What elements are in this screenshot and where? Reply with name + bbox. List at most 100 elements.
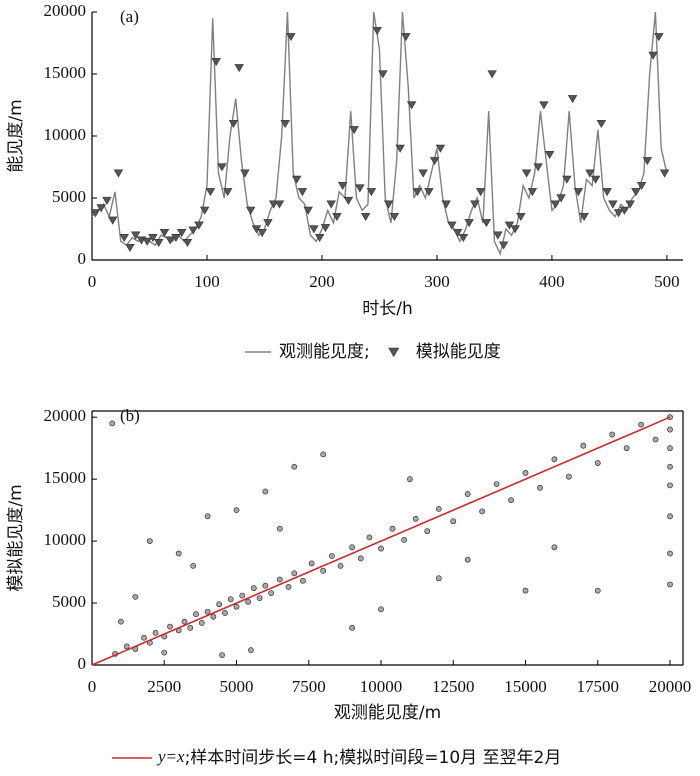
point <box>190 562 197 569</box>
marker <box>263 219 273 228</box>
point <box>204 513 211 520</box>
marker <box>533 163 543 172</box>
point <box>565 473 572 480</box>
marker <box>383 200 394 209</box>
marker <box>412 188 423 197</box>
marker <box>280 119 290 128</box>
marker <box>464 219 474 228</box>
point <box>181 618 188 625</box>
point <box>508 497 514 504</box>
marker <box>199 206 210 215</box>
x-tick-label: 0 <box>88 272 97 291</box>
point <box>198 619 205 626</box>
panel-label: (a) <box>120 7 139 26</box>
marker <box>326 200 336 209</box>
point <box>435 575 442 582</box>
marker <box>366 188 377 197</box>
marker <box>550 200 561 209</box>
marker <box>470 200 480 209</box>
point <box>378 606 384 613</box>
point <box>320 567 327 574</box>
point <box>435 505 442 512</box>
marker <box>585 169 595 178</box>
marker <box>654 33 664 42</box>
marker <box>625 200 635 209</box>
marker <box>406 101 417 110</box>
point <box>667 426 673 433</box>
marker <box>211 57 221 66</box>
marker <box>372 26 382 35</box>
marker <box>228 119 239 128</box>
marker <box>257 229 267 238</box>
point <box>109 420 116 427</box>
marker <box>608 200 618 209</box>
marker <box>429 157 440 166</box>
marker <box>176 229 187 238</box>
marker <box>297 188 308 197</box>
point <box>389 525 396 532</box>
marker <box>90 209 101 218</box>
marker <box>452 229 463 238</box>
marker <box>303 206 313 215</box>
marker <box>539 101 549 110</box>
point <box>132 593 139 600</box>
point <box>276 576 283 583</box>
marker <box>579 212 589 221</box>
marker <box>562 175 572 184</box>
point <box>167 623 173 630</box>
y-tick-label: 0 <box>78 654 87 673</box>
point <box>193 611 199 618</box>
marker <box>194 221 204 230</box>
point <box>227 596 234 603</box>
point <box>450 518 457 525</box>
marker <box>516 212 526 221</box>
point <box>233 603 240 610</box>
marker <box>314 234 325 243</box>
point <box>551 456 558 463</box>
marker <box>360 212 371 221</box>
x-tick-label: 300 <box>424 272 450 291</box>
point <box>594 460 601 466</box>
marker <box>418 169 428 178</box>
point <box>522 587 529 594</box>
point <box>291 463 298 470</box>
point <box>667 550 673 557</box>
x-axis-title: 时长/h <box>362 299 413 319</box>
marker <box>636 181 647 190</box>
point <box>175 550 182 557</box>
marker <box>447 221 457 230</box>
marker <box>245 206 256 215</box>
point <box>256 595 263 601</box>
point <box>337 562 344 569</box>
x-tick-label: 5000 <box>219 677 253 696</box>
reference-line <box>91 416 671 666</box>
point <box>161 649 168 656</box>
point <box>667 463 673 470</box>
legend-label: 观测能见度; <box>279 342 370 362</box>
marker <box>159 229 170 238</box>
x-tick-label: 7500 <box>292 677 326 696</box>
marker <box>165 236 175 245</box>
marker <box>642 157 653 166</box>
marker <box>274 200 285 209</box>
point <box>357 555 364 562</box>
marker <box>291 175 302 184</box>
y-tick-label: 0 <box>78 249 87 268</box>
y-tick-label: 5000 <box>52 187 86 206</box>
marker <box>378 70 388 79</box>
x-axis-title: 观测能见度/m <box>334 703 441 723</box>
point <box>401 536 408 543</box>
point <box>248 647 254 654</box>
marker <box>441 200 451 209</box>
point <box>638 421 644 428</box>
marker <box>458 234 469 243</box>
marker <box>182 238 193 248</box>
x-tick-label: 100 <box>194 272 220 291</box>
point <box>609 431 616 438</box>
x-tick-label: 12500 <box>432 677 475 696</box>
point <box>204 608 211 615</box>
legend-label-italic: y=x <box>156 747 185 766</box>
marker <box>493 231 503 240</box>
marker <box>648 51 658 60</box>
point <box>366 534 373 541</box>
